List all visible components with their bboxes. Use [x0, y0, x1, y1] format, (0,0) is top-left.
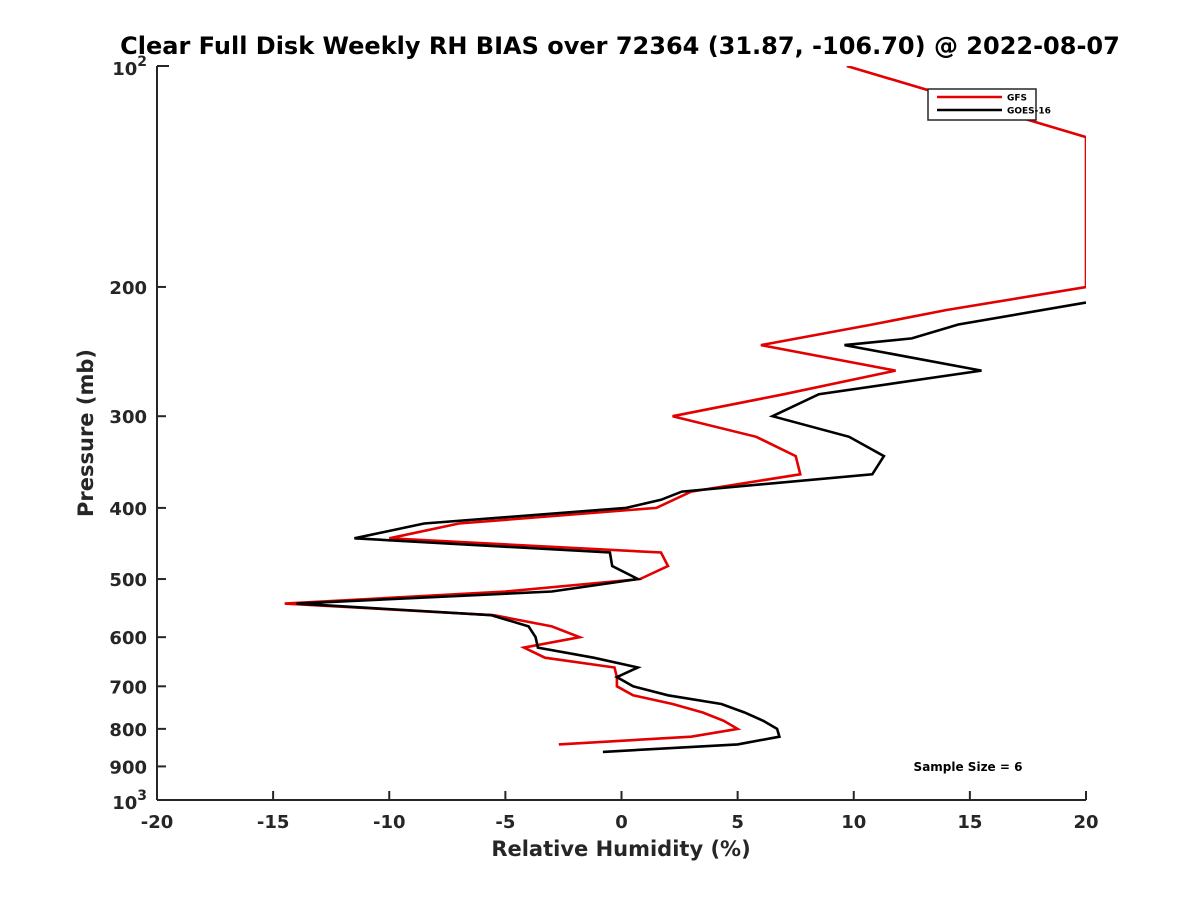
legend-box — [927, 88, 1037, 121]
series-line-goes-16 — [296, 301, 1086, 754]
legend-label: GOES-16 — [1007, 107, 1051, 117]
y-tick-label: 300 — [109, 407, 147, 428]
x-tick-label: 15 — [957, 812, 982, 833]
plot-axes: -20 -15 -10 -5 0 5 10 15 20 200 300 400 500 600 700 800… — [109, 54, 1098, 833]
y-tick-label-power: 103 — [112, 788, 147, 814]
y-tick-label-power: 102 — [112, 54, 147, 80]
x-tick-label: 5 — [731, 812, 744, 833]
y-tick-label: 500 — [109, 570, 147, 591]
y-tick-label: 600 — [109, 628, 147, 649]
y-axis-label: Pressure (mb) — [74, 349, 98, 517]
chart-title: Clear Full Disk Weekly RH BIAS over 7236… — [120, 32, 1120, 60]
x-tick-label: -15 — [257, 812, 290, 833]
x-axis-label: Relative Humidity (%) — [491, 837, 750, 861]
y-tick-label: 200 — [109, 278, 147, 299]
y-tick-label: 400 — [109, 499, 147, 520]
x-tick-label: 0 — [615, 812, 628, 833]
y-tick-label: 800 — [109, 720, 147, 741]
y-tick-label: 700 — [109, 677, 147, 698]
x-tick-label: 10 — [841, 812, 866, 833]
legend: GFS GOES-16 — [927, 88, 1051, 121]
sample-size-annotation: Sample Size = 6 — [914, 760, 1023, 774]
y-tick-label: 900 — [109, 757, 147, 778]
plot-series — [284, 66, 1086, 754]
x-tick-label: -20 — [141, 812, 174, 833]
x-tick-label: -5 — [495, 812, 515, 833]
x-tick-label: -10 — [373, 812, 406, 833]
x-tick-label: 20 — [1073, 812, 1098, 833]
legend-label: GFS — [1007, 94, 1027, 104]
series-line-gfs — [284, 66, 1086, 746]
